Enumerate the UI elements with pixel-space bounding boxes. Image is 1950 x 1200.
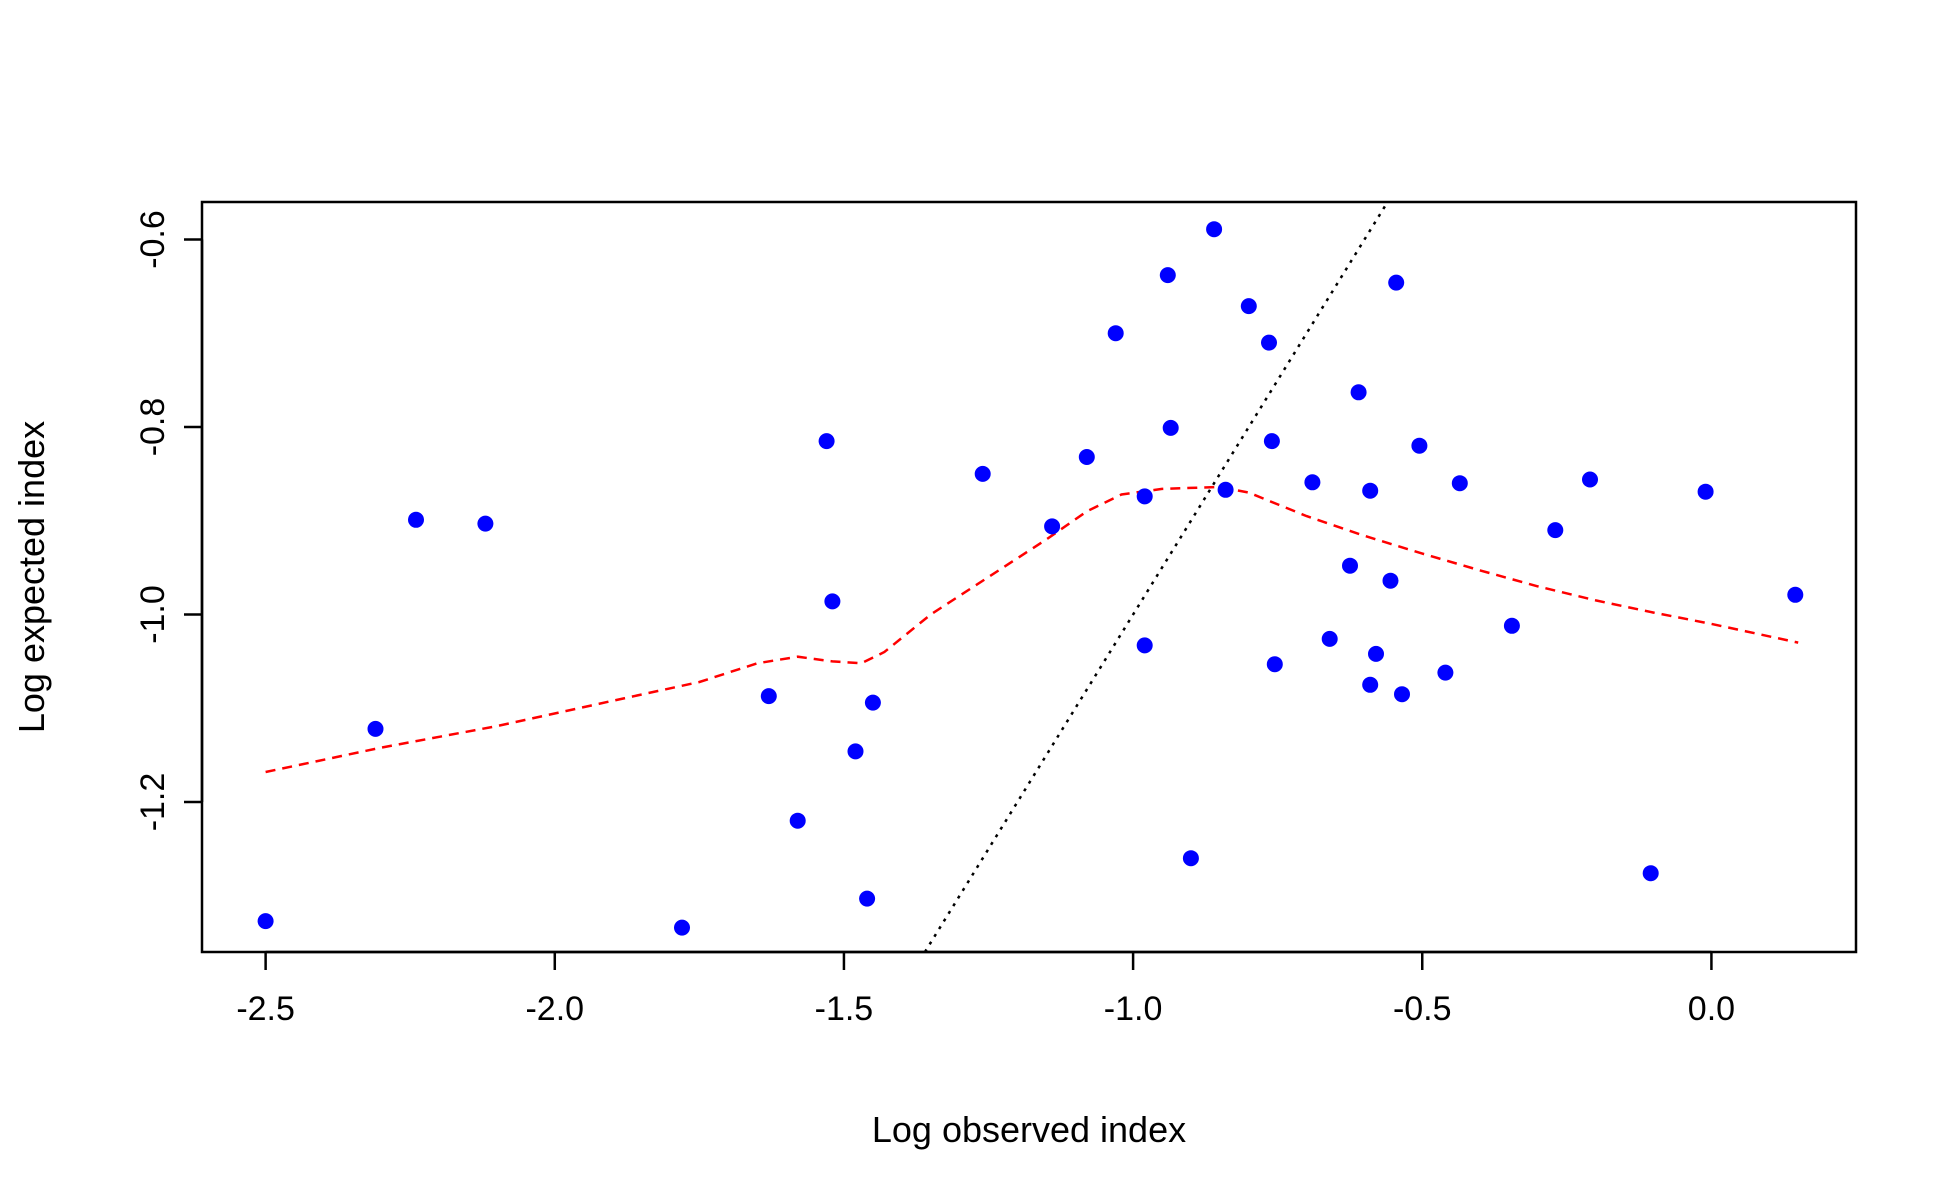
data-point — [1451, 475, 1468, 492]
y-axis: -1.2 -1.0 -0.8 -0.6 — [134, 210, 204, 832]
data-point — [1362, 676, 1379, 693]
data-point — [1321, 630, 1338, 647]
x-tick-label: -2.5 — [236, 990, 295, 1028]
x-tick-label: -2.0 — [525, 990, 584, 1028]
data-point — [859, 890, 876, 907]
data-point — [257, 913, 274, 930]
data-point — [864, 694, 881, 711]
plot-marks — [257, 202, 1804, 952]
x-axis-title: Log observed index — [872, 1109, 1186, 1150]
data-point — [847, 743, 864, 760]
data-point — [974, 465, 991, 482]
data-point — [760, 688, 777, 705]
data-point — [1437, 664, 1454, 681]
data-point — [824, 593, 841, 610]
data-point — [1368, 645, 1384, 662]
data-point — [408, 511, 424, 528]
data-point — [1382, 572, 1399, 589]
data-point — [1547, 522, 1564, 539]
y-axis-title: Log expected index — [11, 421, 52, 733]
data-point — [1350, 384, 1367, 401]
data-point — [1697, 483, 1714, 500]
data-point — [1206, 221, 1223, 238]
data-point — [674, 919, 690, 936]
data-point — [1217, 481, 1234, 498]
y-tick-label: -0.6 — [134, 210, 172, 269]
data-point — [1342, 557, 1358, 574]
x-tick-label: -1.0 — [1104, 990, 1163, 1028]
data-point — [1240, 298, 1257, 315]
data-point — [1159, 267, 1176, 284]
data-point — [789, 812, 806, 829]
data-point — [1263, 433, 1280, 450]
x-tick-label: -1.5 — [815, 990, 874, 1028]
identity-line — [923, 202, 1389, 952]
data-point — [1411, 437, 1428, 454]
data-point — [477, 515, 494, 532]
data-point — [367, 720, 384, 737]
data-point — [1182, 850, 1199, 867]
data-point — [1136, 488, 1153, 505]
x-tick-label: 0.0 — [1688, 990, 1735, 1028]
x-tick-label: -0.5 — [1393, 990, 1452, 1028]
y-tick-label: -1.0 — [134, 585, 172, 644]
data-point — [1394, 686, 1410, 703]
data-point — [1162, 419, 1179, 436]
data-point — [818, 433, 835, 450]
data-point — [1304, 474, 1321, 491]
data-point — [1266, 656, 1283, 673]
data-point — [1107, 325, 1124, 342]
data-point — [1582, 471, 1598, 488]
data-point — [1044, 518, 1061, 535]
data-point — [1388, 274, 1405, 291]
data-point — [1136, 637, 1153, 654]
data-point — [1787, 586, 1804, 603]
data-point — [1261, 334, 1277, 351]
y-tick-label: -0.8 — [134, 398, 172, 457]
y-tick-label: -1.2 — [134, 773, 172, 832]
x-axis: -2.5 -2.0 -1.5 -1.0 -0.5 0.0 — [236, 950, 1735, 1028]
data-point — [1503, 617, 1520, 634]
data-point — [1642, 865, 1659, 882]
data-point — [1362, 482, 1379, 499]
data-point — [1078, 449, 1095, 465]
